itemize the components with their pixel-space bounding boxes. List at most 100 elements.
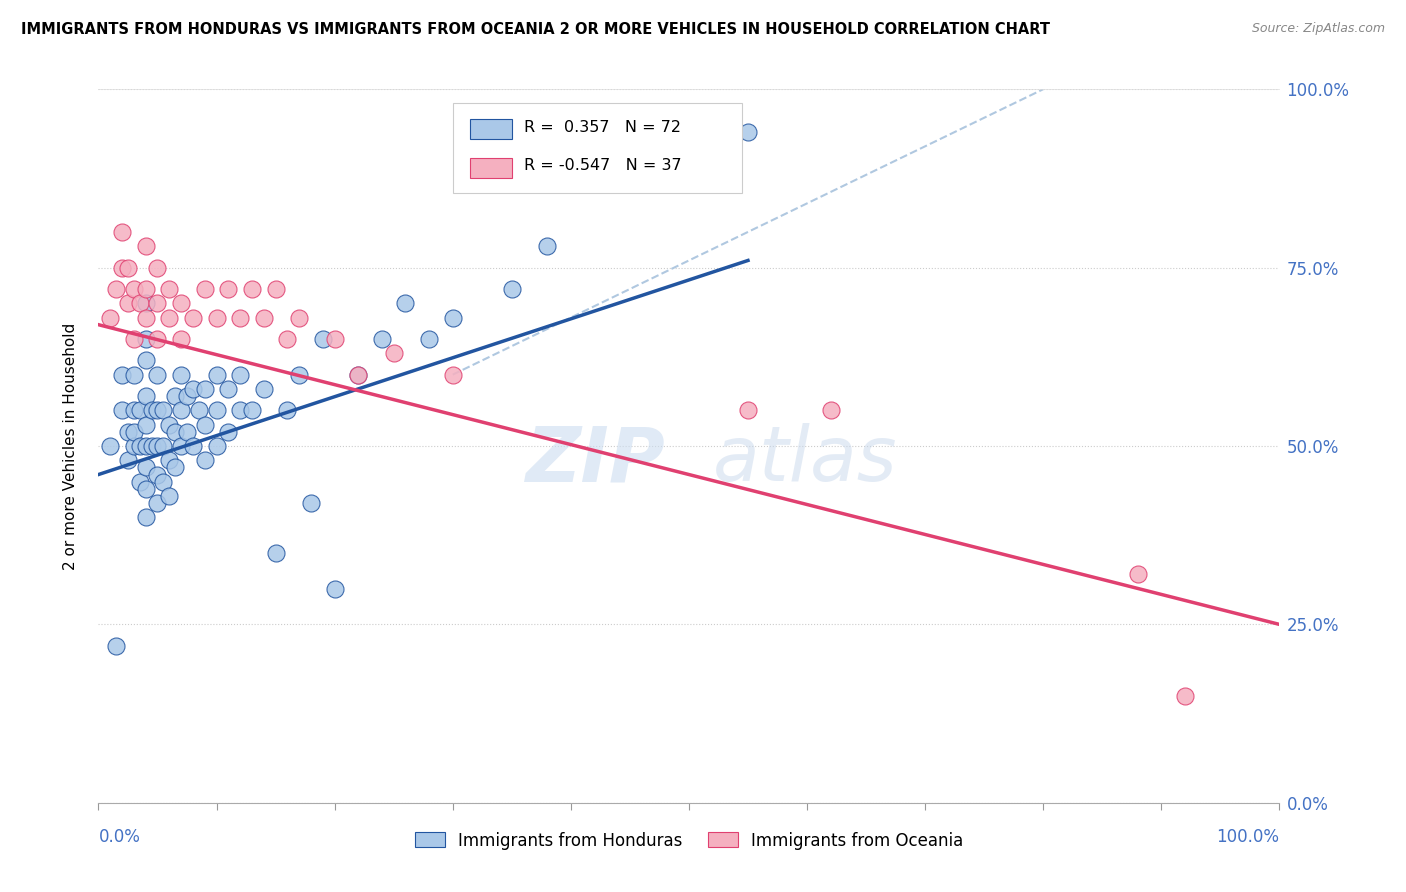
Point bbox=[323, 582, 346, 596]
Point bbox=[135, 510, 157, 524]
Y-axis label: 2 or more Vehicles in Household: 2 or more Vehicles in Household bbox=[63, 322, 77, 570]
Point bbox=[205, 403, 228, 417]
Point bbox=[217, 282, 239, 296]
Point bbox=[128, 296, 150, 310]
Point bbox=[152, 439, 174, 453]
Point bbox=[229, 368, 252, 382]
Point bbox=[135, 239, 157, 253]
Point bbox=[105, 282, 128, 296]
Point bbox=[253, 382, 276, 396]
Point bbox=[135, 310, 157, 325]
Point bbox=[312, 332, 335, 346]
Point bbox=[347, 368, 370, 382]
Point bbox=[117, 425, 139, 439]
Point bbox=[1174, 689, 1197, 703]
Point bbox=[122, 332, 145, 346]
Point bbox=[122, 439, 145, 453]
Point bbox=[135, 353, 157, 368]
Point bbox=[264, 282, 287, 296]
Point bbox=[135, 296, 157, 310]
Point bbox=[157, 282, 180, 296]
Point bbox=[165, 425, 187, 439]
Point bbox=[111, 260, 134, 275]
Point bbox=[229, 403, 252, 417]
Point bbox=[141, 439, 163, 453]
Point bbox=[135, 332, 157, 346]
Point bbox=[441, 310, 464, 325]
Point bbox=[229, 310, 252, 325]
Point bbox=[299, 496, 322, 510]
Point bbox=[98, 439, 121, 453]
Point bbox=[146, 467, 169, 482]
Point bbox=[135, 460, 157, 475]
Point bbox=[117, 296, 139, 310]
Text: 0.0%: 0.0% bbox=[98, 828, 141, 846]
Point bbox=[135, 417, 157, 432]
Point bbox=[135, 282, 157, 296]
Point bbox=[111, 368, 134, 382]
FancyBboxPatch shape bbox=[471, 159, 512, 178]
Text: atlas: atlas bbox=[713, 424, 897, 497]
Point bbox=[122, 368, 145, 382]
Point bbox=[820, 403, 842, 417]
Point bbox=[176, 389, 198, 403]
Point bbox=[501, 282, 523, 296]
Point bbox=[194, 282, 217, 296]
Point bbox=[157, 453, 180, 467]
Point bbox=[165, 460, 187, 475]
Text: Source: ZipAtlas.com: Source: ZipAtlas.com bbox=[1251, 22, 1385, 36]
Point bbox=[135, 439, 157, 453]
Point bbox=[152, 475, 174, 489]
Point bbox=[205, 310, 228, 325]
Legend: Immigrants from Honduras, Immigrants from Oceania: Immigrants from Honduras, Immigrants fro… bbox=[408, 825, 970, 856]
Point bbox=[170, 368, 193, 382]
Point bbox=[111, 403, 134, 417]
Point bbox=[135, 389, 157, 403]
Point bbox=[347, 368, 370, 382]
Point bbox=[117, 453, 139, 467]
Point bbox=[205, 368, 228, 382]
Point bbox=[441, 368, 464, 382]
Point bbox=[288, 310, 311, 325]
FancyBboxPatch shape bbox=[453, 103, 742, 193]
Point bbox=[170, 296, 193, 310]
Point bbox=[418, 332, 440, 346]
Point bbox=[194, 417, 217, 432]
Point bbox=[135, 482, 157, 496]
Point bbox=[217, 425, 239, 439]
Point bbox=[170, 439, 193, 453]
Point bbox=[111, 225, 134, 239]
Point bbox=[128, 439, 150, 453]
Point bbox=[141, 403, 163, 417]
Point bbox=[170, 403, 193, 417]
Point bbox=[217, 382, 239, 396]
Point bbox=[170, 332, 193, 346]
Point bbox=[98, 310, 121, 325]
Point bbox=[264, 546, 287, 560]
Point bbox=[122, 425, 145, 439]
Point bbox=[146, 332, 169, 346]
Point bbox=[128, 403, 150, 417]
Point bbox=[146, 439, 169, 453]
Point bbox=[276, 403, 298, 417]
Point bbox=[146, 260, 169, 275]
Point bbox=[371, 332, 394, 346]
Point bbox=[240, 282, 263, 296]
Point bbox=[394, 296, 416, 310]
Point bbox=[146, 403, 169, 417]
Point bbox=[146, 368, 169, 382]
Text: IMMIGRANTS FROM HONDURAS VS IMMIGRANTS FROM OCEANIA 2 OR MORE VEHICLES IN HOUSEH: IMMIGRANTS FROM HONDURAS VS IMMIGRANTS F… bbox=[21, 22, 1050, 37]
Point bbox=[253, 310, 276, 325]
Point bbox=[181, 310, 204, 325]
Text: R =  0.357   N = 72: R = 0.357 N = 72 bbox=[523, 120, 681, 135]
FancyBboxPatch shape bbox=[471, 120, 512, 139]
Point bbox=[382, 346, 405, 360]
Text: R = -0.547   N = 37: R = -0.547 N = 37 bbox=[523, 158, 682, 173]
Point bbox=[288, 368, 311, 382]
Point bbox=[146, 296, 169, 310]
Point bbox=[194, 382, 217, 396]
Point bbox=[240, 403, 263, 417]
Point bbox=[276, 332, 298, 346]
Point bbox=[187, 403, 209, 417]
Text: 100.0%: 100.0% bbox=[1216, 828, 1279, 846]
